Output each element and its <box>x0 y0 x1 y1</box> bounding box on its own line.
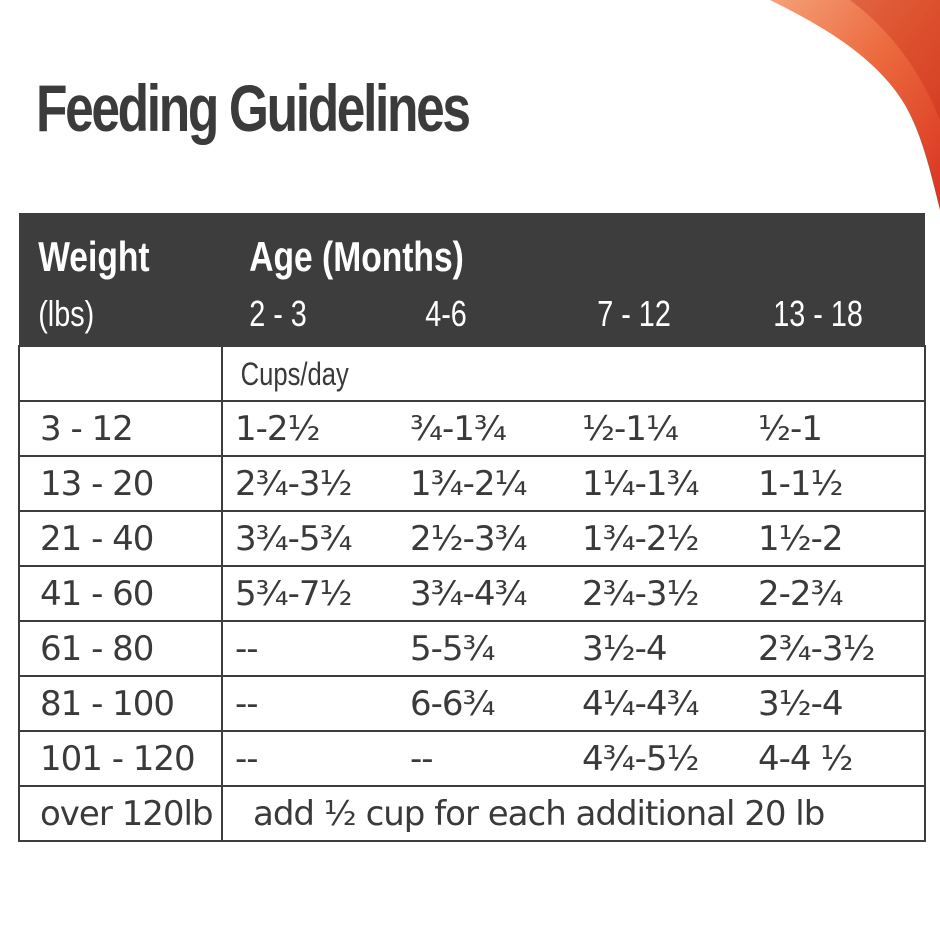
age-column-header: 2 - 3 <box>222 283 398 346</box>
cups-per-day-cell: ¾-1¾ <box>398 400 570 457</box>
cups-per-day-cell: -- <box>398 730 570 787</box>
cups-per-day-cell: 4¼-4¾ <box>570 675 746 732</box>
age-group-header: Age (Months) <box>222 213 926 283</box>
cups-per-day-cell: 5-5¾ <box>398 620 570 677</box>
weight-unit-header: (lbs) <box>19 283 222 346</box>
cups-per-day-cell: 3½-4 <box>746 675 927 732</box>
table-row: 101 - 120 -- -- 4¾-5½ 4-4 ½ <box>18 730 927 787</box>
cups-per-day-cell: 1-1½ <box>746 455 927 512</box>
units-label-cell: Cups/day <box>222 345 927 402</box>
table-row: 3 - 12 1-2½ ¾-1¾ ½-1¼ ½-1 <box>18 400 927 457</box>
weight-range-cell: 101 - 120 <box>18 730 223 787</box>
cups-per-day-cell: -- <box>222 620 398 677</box>
cups-per-day-cell: -- <box>222 675 398 732</box>
age-column-header: 4-6 <box>398 283 570 346</box>
table-row: 61 - 80 -- 5-5¾ 3½-4 2¾-3½ <box>18 620 927 677</box>
weight-range-cell: 61 - 80 <box>18 620 223 677</box>
cups-per-day-cell: 2¾-3½ <box>746 620 927 677</box>
age-column-header: 13 - 18 <box>746 283 926 346</box>
table-row: 21 - 40 3¾-5¾ 2½-3¾ 1¾-2½ 1½-2 <box>18 510 927 567</box>
cups-per-day-cell: 4¾-5½ <box>570 730 746 787</box>
cups-per-day-cell: 1¾-2½ <box>570 510 746 567</box>
table-header-row: Weight Age (Months) <box>19 213 926 283</box>
weight-range-cell: 13 - 20 <box>18 455 223 512</box>
cups-per-day-cell: 1-2½ <box>222 400 398 457</box>
additional-weight-note-row: over 120lb add ½ cup for each additional… <box>18 785 927 842</box>
cups-per-day-cell: 6-6¾ <box>398 675 570 732</box>
weight-range-cell: 3 - 12 <box>18 400 223 457</box>
cups-per-day-cell: 5¾-7½ <box>222 565 398 622</box>
cups-per-day-cell: ½-1 <box>746 400 927 457</box>
cups-per-day-cell: 1¾-2¼ <box>398 455 570 512</box>
page-title: Feeding Guidelines <box>36 71 471 145</box>
weight-range-cell: over 120lb <box>18 785 223 842</box>
units-row-empty-cell <box>18 345 223 402</box>
age-column-header: 7 - 12 <box>570 283 746 346</box>
table-row: 41 - 60 5¾-7½ 3¾-4¾ 2¾-3½ 2-2¾ <box>18 565 927 622</box>
table-row: 81 - 100 -- 6-6¾ 4¼-4¾ 3½-4 <box>18 675 927 732</box>
cups-per-day-cell: 4-4 ½ <box>746 730 927 787</box>
cups-per-day-cell: 1¼-1¾ <box>570 455 746 512</box>
table-subheader-row: (lbs) 2 - 3 4-6 7 - 12 13 - 18 <box>19 283 926 346</box>
weight-range-cell: 41 - 60 <box>18 565 223 622</box>
decorative-swoosh-graphic <box>770 0 940 210</box>
cups-per-day-cell: ½-1¼ <box>570 400 746 457</box>
cups-per-day-cell: 2¾-3½ <box>222 455 398 512</box>
feeding-table: Weight Age (Months) (lbs) 2 - 3 4-6 7 - … <box>18 213 927 842</box>
cups-per-day-cell: 3½-4 <box>570 620 746 677</box>
additional-weight-note: add ½ cup for each additional 20 lb <box>222 785 927 842</box>
table-row: 13 - 20 2¾-3½ 1¾-2¼ 1¼-1¾ 1-1½ <box>18 455 927 512</box>
cups-per-day-cell: 2½-3¾ <box>398 510 570 567</box>
cups-per-day-cell: 3¾-5¾ <box>222 510 398 567</box>
cups-per-day-cell: -- <box>222 730 398 787</box>
weight-column-header: Weight <box>19 213 222 283</box>
cups-per-day-cell: 1½-2 <box>746 510 927 567</box>
weight-range-cell: 81 - 100 <box>18 675 223 732</box>
weight-range-cell: 21 - 40 <box>18 510 223 567</box>
cups-per-day-cell: 2-2¾ <box>746 565 927 622</box>
cups-per-day-cell: 3¾-4¾ <box>398 565 570 622</box>
units-row: Cups/day <box>18 345 927 402</box>
cups-per-day-cell: 2¾-3½ <box>570 565 746 622</box>
